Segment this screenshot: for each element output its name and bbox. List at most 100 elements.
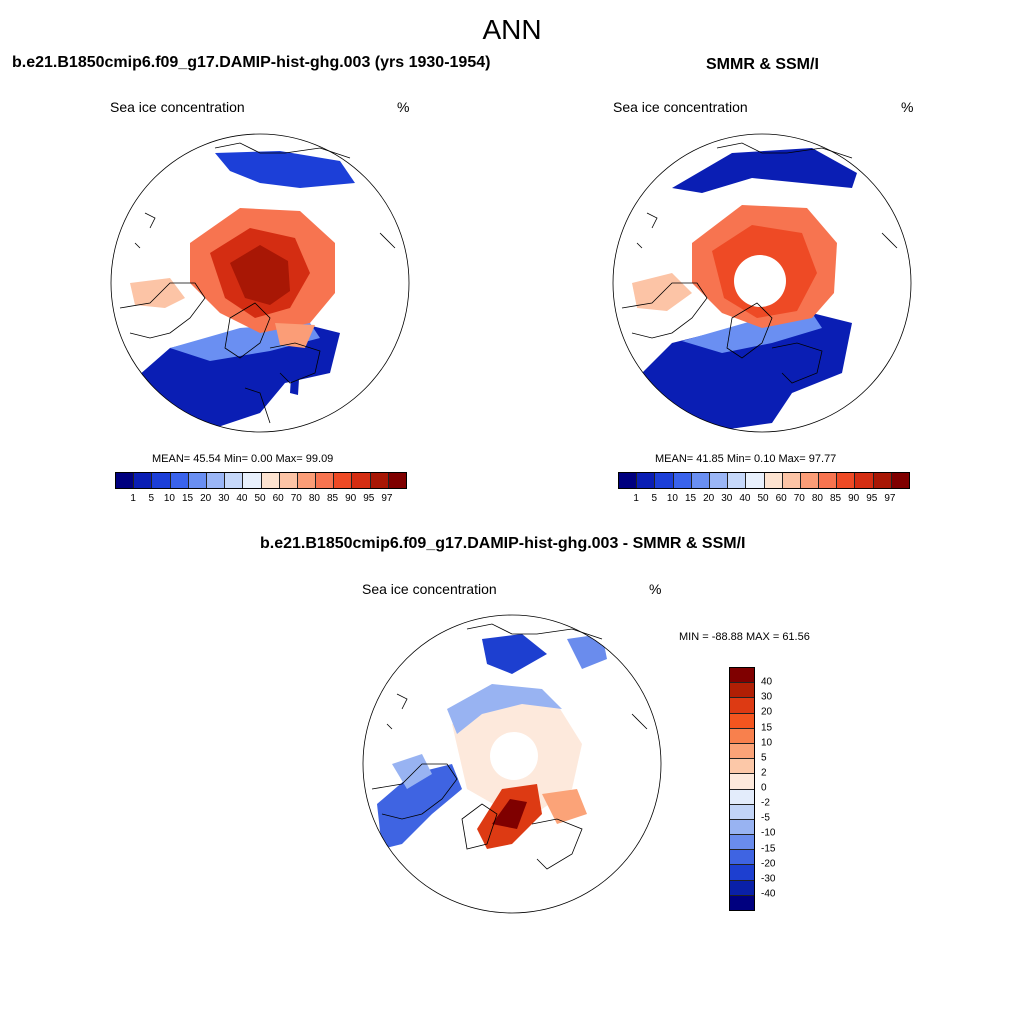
colorbar-swatch [636, 473, 655, 488]
panel3-diff-atlantic-neg [377, 764, 462, 849]
colorbar-swatch [205, 473, 225, 488]
diff-colorbar-tick-label: 5 [761, 752, 767, 764]
colorbar-swatch [872, 473, 891, 488]
colorbar-tick-label: 85 [829, 493, 842, 504]
colorbar-swatch [169, 473, 188, 488]
panel3-variable-label: Sea ice concentration [362, 581, 497, 597]
diff-colorbar-tick-label: -20 [761, 858, 776, 870]
panel2-polar-map [612, 133, 912, 433]
colorbar-tick-label: 60 [775, 493, 787, 504]
colorbar-tick-label: 5 [148, 493, 155, 504]
colorbar-swatch [763, 473, 782, 488]
colorbar-swatch [351, 473, 370, 488]
colorbar-swatch [224, 473, 243, 488]
panel1-ice-pacific-low [215, 151, 355, 188]
diff-colorbar-swatch [730, 894, 754, 910]
panel3-diff-arctic-neg-ring [447, 684, 562, 734]
colorbar-tick-label: 1 [130, 493, 136, 504]
colorbar-tick-label: 70 [290, 493, 302, 504]
panel2-colorbar [618, 472, 910, 489]
panel3-stats: MIN = -88.88 MAX = 61.56 [679, 631, 810, 643]
colorbar-tick-label: 95 [866, 493, 878, 504]
panel1-title: b.e21.B1850cmip6.f09_g17.DAMIP-hist-ghg.… [12, 54, 491, 71]
panel1-ice-greenland-fringe [275, 323, 315, 348]
colorbar-tick-label: 30 [218, 493, 230, 504]
panel3-title: b.e21.B1850cmip6.f09_g17.DAMIP-hist-ghg.… [260, 535, 746, 552]
panel3-diff-pacific-neg [482, 634, 547, 674]
diff-colorbar-tick-label: 10 [761, 737, 773, 749]
panel2-title: SMMR & SSM/I [706, 56, 819, 73]
panel2-variable-label: Sea ice concentration [613, 99, 748, 115]
diff-colorbar-swatch [730, 818, 754, 835]
colorbar-swatch [260, 473, 279, 488]
figure-title: ANN [482, 14, 542, 45]
diff-colorbar-swatch [730, 758, 754, 774]
colorbar-tick-label: 80 [308, 493, 320, 504]
colorbar-tick-label: 20 [200, 493, 212, 504]
diff-colorbar-swatch [730, 803, 754, 819]
colorbar-tick-label: 97 [884, 493, 896, 504]
panel3-diff-labrador-neg [392, 754, 432, 789]
diff-colorbar-tick-label: 40 [761, 676, 773, 688]
diff-colorbar-swatch [730, 864, 754, 880]
colorbar-tick-label: 95 [363, 493, 375, 504]
diff-colorbar-tick-label: 0 [761, 782, 767, 794]
panel1-ice-baltic [290, 361, 300, 395]
panel3-diff-barents-pos [542, 789, 587, 824]
colorbar-swatch [116, 473, 134, 488]
diff-colorbar-tick-label: 15 [761, 722, 773, 733]
colorbar-swatch [315, 473, 334, 488]
panel1-stats: MEAN= 45.54 Min= 0.00 Max= 99.09 [152, 453, 334, 465]
colorbar-tick-label: 97 [381, 493, 393, 504]
colorbar-tick-label: 15 [684, 493, 697, 504]
colorbar-tick-label: 90 [345, 493, 357, 504]
diff-colorbar-swatch [730, 879, 754, 895]
colorbar-swatch [836, 473, 855, 488]
panel2-ice-hudson [632, 273, 692, 311]
colorbar-swatch [818, 473, 837, 488]
colorbar-tick-label: 15 [181, 493, 194, 504]
panel1-coastlines [119, 142, 396, 424]
diff-colorbar-swatch [730, 834, 754, 850]
colorbar-swatch [708, 473, 728, 488]
panel1-polar-map [110, 133, 410, 433]
colorbar-swatch [333, 473, 352, 488]
panel3-pole-hole [490, 732, 538, 780]
colorbar-tick-label: 1 [633, 493, 639, 504]
colorbar-tick-label: 60 [272, 493, 284, 504]
diff-colorbar-swatch [730, 682, 754, 698]
colorbar-swatch [654, 473, 673, 488]
panel3-diff-bering-neg [567, 634, 607, 669]
panel3-units-label: % [649, 581, 662, 597]
panel3-polar-map [362, 614, 662, 914]
colorbar-tick-label: 10 [163, 493, 175, 504]
colorbar-swatch [799, 473, 819, 488]
diff-colorbar-tick-label: 30 [761, 691, 773, 703]
diff-colorbar-swatch [730, 788, 754, 804]
colorbar-tick-label: 85 [326, 493, 339, 504]
colorbar-tick-label: 30 [721, 493, 733, 504]
colorbar-swatch [727, 473, 746, 488]
diff-colorbar-swatch [730, 849, 754, 865]
colorbar-swatch [187, 473, 206, 488]
colorbar-swatch [387, 473, 406, 488]
colorbar-swatch [278, 473, 297, 488]
colorbar-swatch [133, 473, 152, 488]
colorbar-swatch [296, 473, 316, 488]
panel2-pole-hole [734, 255, 786, 307]
colorbar-swatch [890, 473, 909, 488]
colorbar-swatch [151, 473, 170, 488]
colorbar-tick-label: 70 [793, 493, 805, 504]
panel3-colorbar [729, 667, 755, 911]
colorbar-swatch [242, 473, 261, 488]
panel2-ice-pacific-low [672, 148, 857, 193]
colorbar-tick-label: 5 [651, 493, 658, 504]
diff-colorbar-swatch [730, 697, 754, 713]
colorbar-swatch [745, 473, 764, 488]
colorbar-swatch [781, 473, 800, 488]
colorbar-swatch [690, 473, 709, 488]
panel1-units-label: % [397, 99, 410, 115]
colorbar-tick-label: 10 [666, 493, 678, 504]
diff-colorbar-tick-label: -2 [761, 797, 770, 809]
diff-colorbar-tick-label: -5 [761, 812, 770, 824]
